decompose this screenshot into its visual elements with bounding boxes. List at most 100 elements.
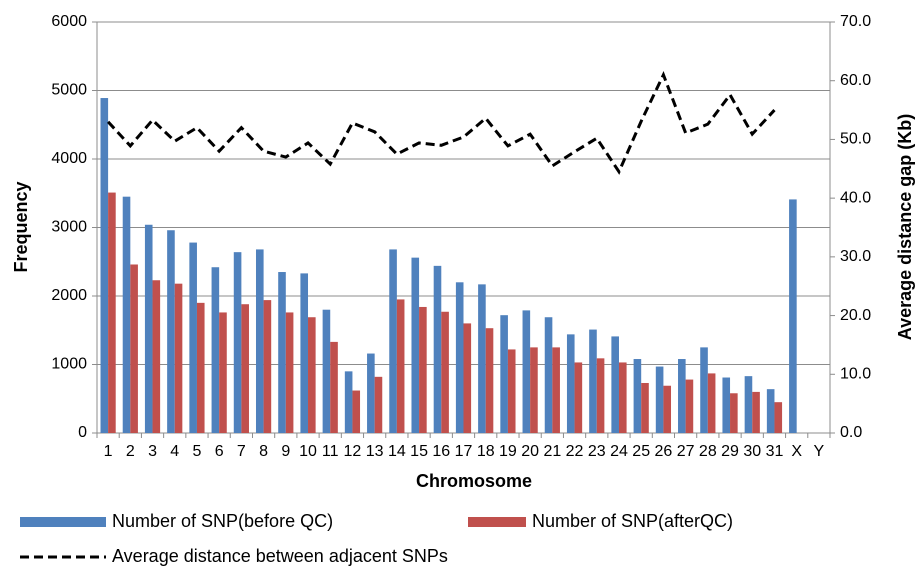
y-tick-label: 0 [78, 424, 87, 441]
x-tick-label: 16 [432, 443, 450, 460]
y2-tick-label: 20.0 [840, 307, 871, 324]
bar [330, 341, 338, 433]
y-tick-label: 3000 [51, 219, 87, 236]
y-tick-label: 4000 [51, 150, 87, 167]
bar [374, 376, 383, 433]
legend-label: Average distance between adjacent SNPs [112, 546, 448, 566]
bar [789, 199, 797, 433]
y2-tick-label: 0.0 [840, 424, 862, 441]
bar [478, 284, 486, 433]
bar [108, 192, 116, 433]
bar [752, 391, 760, 433]
bar [152, 280, 161, 433]
bar [241, 304, 249, 433]
bar [722, 377, 731, 433]
bar [730, 393, 738, 433]
x-tick-label: 31 [766, 443, 784, 460]
bar [774, 402, 783, 433]
bar [455, 282, 464, 433]
y2-tick-label: 70.0 [840, 13, 871, 30]
x-tick-label: 25 [632, 443, 650, 460]
x-tick-label: X [791, 443, 802, 460]
y-tick-label: 6000 [51, 13, 87, 30]
x-tick-label: 23 [588, 443, 606, 460]
x-tick-label: 7 [237, 443, 246, 460]
legend-swatch [20, 517, 106, 527]
bar [552, 347, 560, 433]
bar [196, 302, 205, 433]
bar [255, 249, 264, 433]
y2-axis-title: Average distance gap (Kb) [895, 114, 915, 340]
bar [189, 242, 197, 433]
y2-tick-label: 10.0 [840, 366, 871, 383]
bar [322, 309, 331, 433]
x-tick-label: 15 [410, 443, 428, 460]
bar [389, 249, 397, 433]
bar [344, 371, 353, 433]
bar [419, 306, 427, 433]
legend-swatch [468, 517, 526, 527]
x-tick-label: 28 [699, 443, 717, 460]
bar [433, 265, 442, 433]
bar [396, 299, 405, 433]
bar [285, 312, 294, 433]
bar [618, 362, 627, 433]
bar [441, 311, 449, 433]
x-tick-label: 14 [388, 443, 406, 460]
bar [544, 317, 553, 433]
bar [655, 366, 664, 433]
legend-label: Number of SNP(before QC) [112, 511, 333, 531]
bar [744, 376, 753, 433]
x-tick-label: 19 [499, 443, 517, 460]
bar [633, 359, 642, 433]
bar [566, 334, 575, 433]
legend-label: Number of SNP(afterQC) [532, 511, 733, 531]
x-tick-label: 30 [743, 443, 761, 460]
bar [700, 347, 708, 433]
bar [641, 382, 649, 433]
x-tick-label: 27 [677, 443, 695, 460]
y2-tick-label: 50.0 [840, 131, 871, 148]
x-axis-title: Chromosome [416, 471, 532, 491]
bar [100, 98, 109, 433]
bar [144, 224, 153, 433]
bar [530, 347, 538, 433]
bar [219, 312, 227, 433]
x-tick-label: 5 [193, 443, 202, 460]
bar [463, 323, 472, 433]
y2-tick-label: 40.0 [840, 189, 871, 206]
x-tick-label: 11 [322, 443, 339, 460]
line [107, 71, 776, 175]
y2-tick-label: 60.0 [840, 72, 871, 89]
x-tick-label: 9 [281, 443, 290, 460]
bar [211, 267, 220, 433]
bar [574, 362, 583, 433]
y2-tick-label: 30.0 [840, 248, 871, 265]
x-tick-label: 24 [610, 443, 628, 460]
bar [352, 390, 361, 433]
y-tick-label: 1000 [51, 356, 87, 373]
x-tick-label: 1 [104, 443, 113, 460]
bar [485, 328, 494, 433]
x-tick-label: 8 [259, 443, 268, 460]
bar [167, 230, 175, 433]
bar [308, 317, 316, 433]
bar [685, 379, 694, 433]
bar [130, 264, 138, 433]
bar [596, 358, 605, 433]
x-tick-label: 4 [170, 443, 179, 460]
x-tick-label: 17 [455, 443, 473, 460]
x-tick-label: 6 [215, 443, 224, 460]
bar [367, 353, 375, 433]
x-tick-label: 2 [126, 443, 135, 460]
y-axis-title: Frequency [11, 181, 31, 272]
bar [278, 272, 286, 433]
x-tick-label: 13 [366, 443, 384, 460]
x-tick-label: 10 [299, 443, 317, 460]
y-tick-label: 5000 [51, 82, 87, 99]
bar [500, 315, 508, 433]
bar [611, 336, 619, 433]
x-tick-label: 21 [543, 443, 561, 460]
x-tick-label: 22 [566, 443, 584, 460]
